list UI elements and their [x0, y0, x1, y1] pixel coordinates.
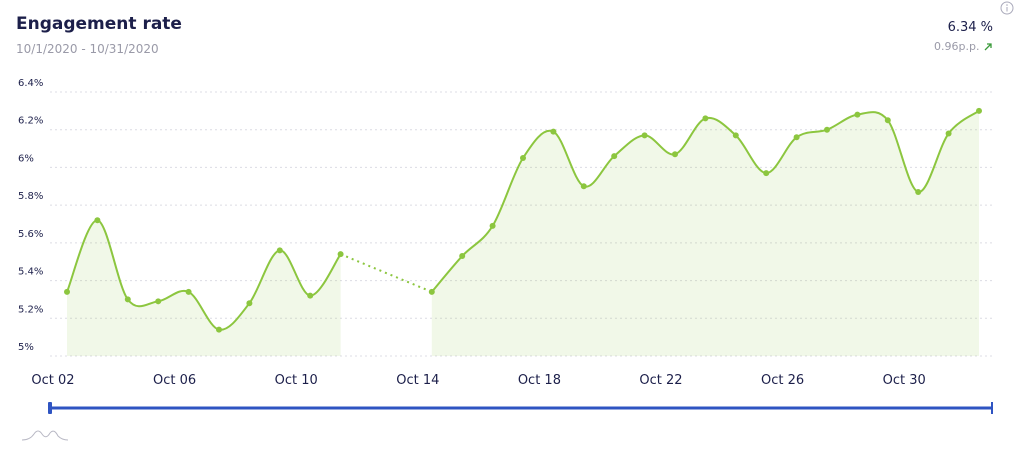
point: [550, 128, 557, 135]
area: [67, 110, 979, 356]
point: [672, 151, 678, 158]
point: [124, 296, 131, 303]
point: [307, 292, 314, 299]
date-range: 10/1/2020 - 10/31/2020: [16, 42, 159, 56]
point: [702, 115, 709, 122]
point: [216, 326, 222, 333]
point: [246, 300, 253, 307]
point: [854, 111, 861, 118]
point: [884, 117, 891, 124]
change: 0.96p.p.: [934, 40, 993, 53]
up-arrow: [984, 43, 992, 51]
change-text: 0.96p.p.: [934, 40, 980, 53]
x-tick-label: Oct 26: [761, 373, 804, 388]
point: [641, 132, 648, 139]
point: [155, 298, 162, 305]
point: [732, 132, 739, 139]
point: [945, 130, 952, 137]
x-tick-label: Oct 30: [883, 373, 926, 388]
x-tick-label: Oct 22: [639, 373, 682, 388]
point: [793, 134, 800, 141]
x-tick-label: Oct 06: [153, 373, 196, 388]
sparkline-icon: [21, 430, 69, 441]
info-icon[interactable]: [1000, 1, 1014, 15]
y-tick-label: 6.2%: [18, 116, 43, 127]
point: [976, 107, 982, 114]
point: [580, 183, 587, 190]
scroll-handle-left[interactable]: [48, 402, 52, 414]
point: [489, 222, 496, 229]
point: [428, 288, 435, 295]
y-tick-label: 5.8%: [18, 191, 43, 202]
point: [520, 155, 526, 161]
point: [337, 251, 344, 258]
y-tick-label: 6%: [18, 153, 34, 164]
point: [185, 288, 192, 295]
point: [64, 288, 70, 295]
x-tick-label: Oct 10: [275, 373, 318, 388]
point: [459, 253, 466, 260]
gap-connector: [340, 253, 433, 293]
current-value: 6.34 %: [947, 20, 993, 35]
title: Engagement rate: [16, 14, 182, 34]
x-tick-label: Oct 14: [396, 373, 439, 388]
point: [611, 153, 618, 160]
y-tick-label: 6.4%: [18, 78, 43, 89]
point: [276, 247, 283, 254]
y-tick-label: 5.2%: [18, 304, 43, 315]
x-tick-label: Oct 02: [31, 373, 74, 388]
point: [824, 126, 830, 133]
y-tick-label: 5%: [18, 342, 34, 353]
point: [94, 217, 101, 224]
x-tick-label: Oct 18: [518, 373, 561, 388]
y-tick-label: 5.6%: [18, 229, 43, 240]
point: [915, 188, 922, 195]
scroll-handle-right[interactable]: [991, 402, 993, 414]
y-tick-label: 5.4%: [18, 267, 43, 278]
point: [763, 170, 770, 177]
